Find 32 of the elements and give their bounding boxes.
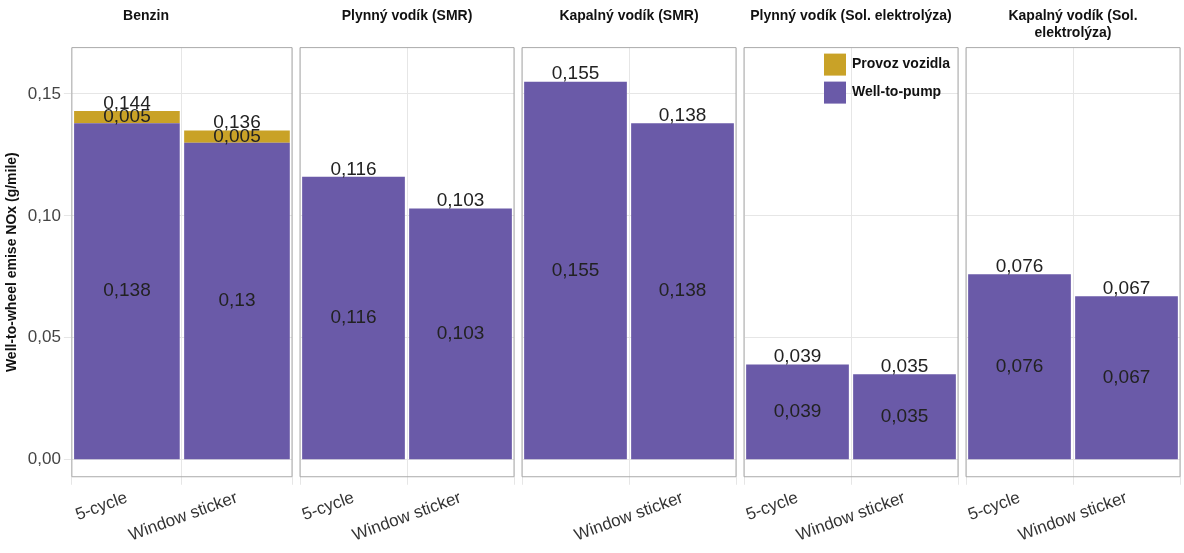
legend-label: Provoz vozidla bbox=[851, 55, 951, 72]
data-label: 0,039 bbox=[773, 400, 822, 422]
legend-label: Well-to-pump bbox=[851, 83, 942, 100]
y-tick-label: 0,10 bbox=[27, 205, 61, 225]
chart-title: Plynný vodík (Sol. elektrolýza) bbox=[750, 7, 952, 24]
data-label: 0,13 bbox=[218, 289, 256, 311]
data-label: 0,035 bbox=[880, 404, 929, 426]
data-label: 0,076 bbox=[995, 355, 1044, 376]
data-label: 0,138 bbox=[658, 279, 707, 301]
x-tick-label: 5-cycle bbox=[72, 487, 130, 524]
chart-title: Benzin bbox=[123, 7, 169, 24]
total-label: 0,039 bbox=[773, 345, 822, 367]
data-label: 0,155 bbox=[551, 258, 600, 280]
y-axis-title: Well-to-wheel emise NOx (g/mile) bbox=[3, 152, 20, 373]
data-label: 0,103 bbox=[436, 322, 485, 344]
data-label: 0,116 bbox=[330, 306, 377, 328]
data-label: 0,138 bbox=[103, 279, 151, 301]
total-label: 0,076 bbox=[995, 255, 1044, 277]
chart-title: Plynný vodík (SMR) bbox=[341, 7, 473, 24]
total-label: 0,035 bbox=[880, 355, 929, 377]
bar bbox=[74, 123, 180, 460]
y-tick-label: 0,15 bbox=[27, 83, 61, 103]
chart-title: Kapalný vodík (SMR) bbox=[559, 7, 699, 24]
data-label: 0,067 bbox=[1102, 365, 1151, 387]
y-tick-label: 0,05 bbox=[27, 327, 61, 347]
total-label: 0,103 bbox=[436, 189, 485, 211]
total-label: 0,116 bbox=[330, 157, 377, 179]
total-label: 0,138 bbox=[658, 103, 707, 125]
total-label: 0,067 bbox=[1102, 277, 1151, 299]
chart-title: Kapalný vodík (Sol. elektrolýza) bbox=[1008, 7, 1138, 41]
y-tick-label: 0,00 bbox=[27, 449, 61, 469]
total-label: 0,155 bbox=[551, 62, 600, 84]
